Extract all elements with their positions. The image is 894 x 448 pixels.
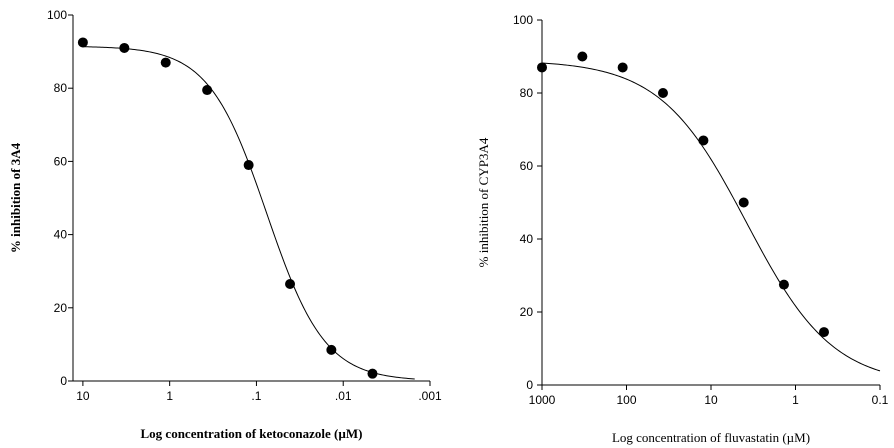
chart-2-x-tick-label: 1: [792, 393, 799, 407]
chart-1-data-point: [367, 368, 378, 379]
chart-1-data-point: [77, 37, 88, 48]
chart-1-x-tick-label: 1: [166, 389, 173, 403]
chart-2-x-axis-label: Log concentration of fluvastatin (µM): [612, 430, 810, 445]
chart-2-data-point: [698, 135, 709, 146]
chart-2-x-tick-label: 100: [616, 393, 636, 407]
chart-1: 0 20 40 60 80 100 10 1 .1 .01 .001 Log concentratio…: [8, 8, 442, 441]
chart-2-data-point: [738, 197, 749, 208]
chart-1-y-tick-label: 0: [60, 374, 67, 388]
chart-1-data-point: [202, 85, 213, 96]
chart-1-y-tick-label: 80: [54, 81, 68, 95]
chart-1-y-tick-label: 40: [54, 228, 68, 242]
chart-1-y-tick-label: 60: [54, 154, 68, 168]
chart-1-y-axis-label: % inhibition of 3A4: [8, 142, 23, 253]
chart-1-x-tick-label: .01: [335, 389, 352, 403]
chart-2-data-point: [657, 88, 668, 98]
chart-2-data-point: [537, 62, 547, 73]
chart-1-data-point: [160, 57, 171, 68]
chart-2-y-tick-label: 20: [520, 305, 534, 319]
chart-2-y-tick-label: 0: [526, 378, 533, 392]
chart-2-y-tick-label: 80: [520, 86, 534, 100]
chart-1-data-point: [285, 279, 296, 290]
chart-2-y-axis-label: % inhibition of CYP3A4: [476, 137, 491, 267]
chart-2-y-tick-label: 60: [520, 159, 534, 173]
chart-2-x-tick-label: 0.1: [872, 393, 889, 407]
chart-1-x-tick-label: .1: [251, 389, 261, 403]
chart-1-data-point: [243, 160, 254, 171]
chart-2-data-point: [617, 62, 628, 73]
chart-1-x-axis-label: Log concentration of ketoconazole (µM): [141, 426, 363, 441]
chart-1-x-tick-label: .001: [418, 389, 442, 403]
chart-2-data-point: [818, 327, 829, 338]
chart-2: 0 20 40 60 80 100 1000 100 10 1 0.1 Log concentrati…: [476, 13, 889, 445]
chart-1-fit-curve: [82, 46, 415, 380]
chart-1-x-tick-label: 10: [76, 389, 90, 403]
chart-1-data-point: [326, 344, 337, 355]
chart-2-x-tick-label: 10: [704, 393, 718, 407]
chart-2-y-tick-label: 100: [513, 13, 533, 27]
chart-2-y-tick-label: 40: [520, 232, 534, 246]
chart-2-x-tick-label: 1000: [529, 393, 556, 407]
chart-1-y-tick-label: 20: [54, 301, 68, 315]
chart-2-data-point: [577, 51, 588, 62]
chart-2-fit-curve: [541, 62, 881, 372]
chart-1-data-point: [119, 42, 130, 53]
chart-2-data-point: [778, 279, 789, 290]
chart-1-y-tick-label: 100: [47, 8, 67, 22]
